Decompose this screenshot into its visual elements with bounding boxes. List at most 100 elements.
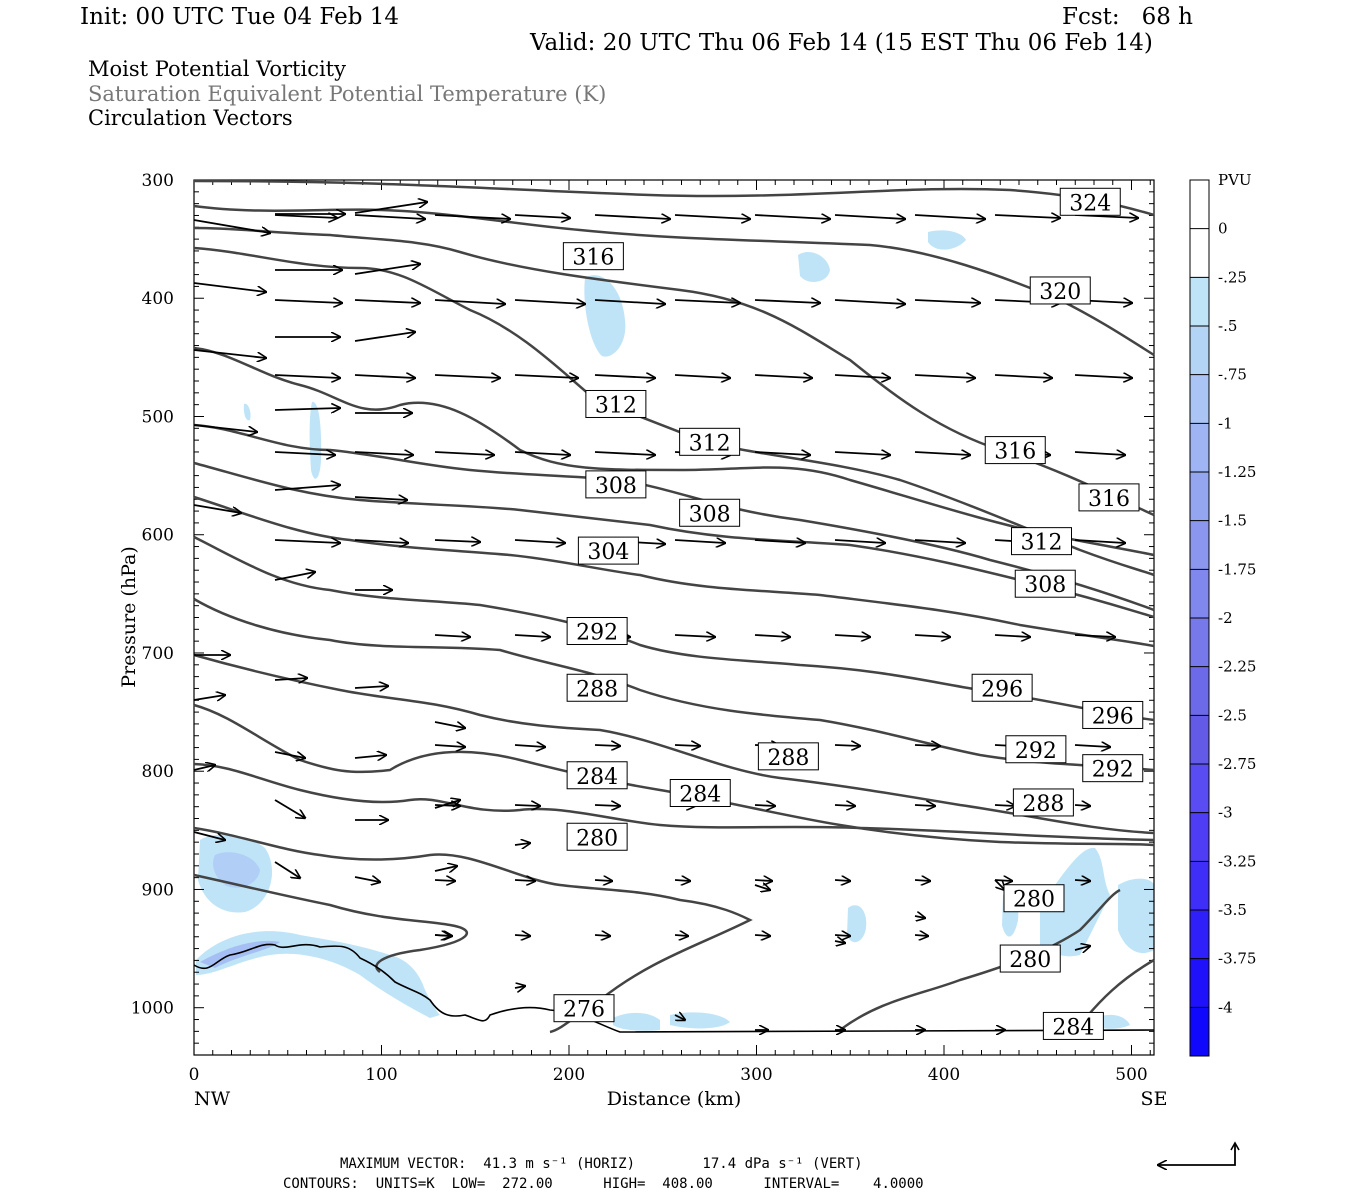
circulation-vector (754, 215, 830, 219)
circulation-vector (594, 745, 620, 746)
theta-contour-2 (193, 226, 1155, 517)
circulation-vector (754, 452, 810, 455)
circulation-vector (274, 375, 340, 378)
circulation-vector (674, 745, 700, 746)
contour-label: 296 (1092, 704, 1134, 729)
circulation-vector (914, 635, 950, 637)
contour-label-box (566, 761, 628, 790)
y-tick-label: 300 (142, 171, 174, 191)
circulation-vector (594, 300, 665, 304)
circulation-vector (674, 300, 740, 303)
circulation-vector (514, 300, 585, 304)
contour-label: 308 (595, 474, 637, 499)
circulation-vector (354, 300, 420, 303)
circulation-vector (914, 745, 940, 746)
contour-label-box (971, 673, 1033, 702)
circulation-vector (274, 861, 300, 878)
pv-shading-8 (1040, 847, 1110, 957)
contour-label: 284 (679, 783, 721, 808)
theta-contour-1 (193, 204, 1155, 357)
circulation-vector (514, 375, 578, 378)
y-tick-label: 600 (142, 526, 174, 546)
valid-time: Valid: 20 UTC Thu 06 Feb 14 (15 EST Thu … (530, 30, 1153, 56)
contour-label-box (1078, 483, 1140, 512)
colorbar-label: -4 (1218, 998, 1233, 1016)
circulation-vector (594, 935, 610, 936)
reference-vector-up-head (1230, 1141, 1240, 1151)
circulation-vector (434, 745, 465, 747)
circulation-vector (274, 799, 305, 818)
colorbar-label: -.5 (1218, 317, 1237, 335)
circulation-vector (193, 219, 270, 233)
circulation-vector (354, 755, 386, 758)
max-vector-info: MAXIMUM VECTOR: 41.3 m s⁻¹ (HORIZ) 17.4 … (340, 1156, 863, 1172)
circulation-vector (274, 572, 315, 581)
y-axis-title: Pressure (hPa) (118, 546, 140, 688)
colorbar-swatch (1190, 374, 1209, 424)
colorbar-label: -3 (1218, 804, 1233, 822)
circulation-vector (434, 935, 452, 936)
contour-label: 308 (689, 502, 731, 527)
circulation-vector (274, 300, 342, 303)
contour-label-box (1042, 1011, 1104, 1040)
contour-label-box (679, 427, 741, 456)
contour-label-box (566, 673, 628, 702)
contour-label: 288 (1022, 792, 1064, 817)
circulation-vector (193, 831, 225, 840)
theta-contour-14 (193, 873, 469, 974)
circulation-vector (914, 880, 930, 881)
circulation-vector (434, 866, 457, 871)
pv-core-0 (213, 852, 260, 888)
circulation-vector (834, 880, 850, 881)
contour-label-box (585, 389, 647, 418)
circulation-vector (1074, 745, 1110, 747)
contour-label: 304 (587, 540, 629, 565)
circulation-vector (354, 264, 420, 275)
colorbar-swatch (1190, 812, 1209, 862)
circulation-vector (674, 1015, 685, 1020)
x-tick-label: 300 (740, 1065, 772, 1085)
circulation-vector (994, 375, 1052, 378)
circulation-vector (274, 751, 305, 758)
theta-contour-11 (193, 703, 1155, 847)
y-tick-label: 900 (142, 880, 174, 900)
circulation-vector (354, 452, 413, 455)
circulation-vector (354, 202, 427, 214)
contour-label: 324 (1069, 191, 1111, 216)
field-title-mpv: Moist Potential Vorticity (88, 57, 346, 81)
contour-label: 292 (576, 621, 618, 646)
circulation-vector (514, 215, 570, 218)
colorbar-swatch (1190, 910, 1209, 960)
circulation-vector (754, 540, 805, 543)
circulation-vector (354, 686, 388, 688)
colorbar-swatch (1190, 180, 1209, 230)
circulation-vector (434, 452, 494, 455)
circulation-vector (514, 635, 550, 637)
circulation-vector (514, 935, 530, 936)
colorbar-label: -2.75 (1218, 755, 1256, 773)
circulation-vector (834, 300, 905, 304)
colorbar-swatch (1190, 569, 1209, 619)
circulation-vector (274, 540, 340, 543)
circulation-vector (834, 452, 890, 455)
pv-shading-12 (670, 1012, 730, 1029)
pv-shading-5 (243, 403, 251, 421)
contour-label: 280 (1013, 888, 1055, 913)
contour-label: 288 (767, 746, 809, 771)
colorbar-swatch (1190, 958, 1209, 1008)
circulation-vector (1074, 452, 1125, 455)
contour-label-box (566, 822, 628, 851)
contour-label-box (553, 994, 615, 1023)
colorbar-swatch (1190, 472, 1209, 522)
x-tick-label: 100 (365, 1065, 397, 1085)
contour-label: 320 (1039, 280, 1081, 305)
contour-label-box (1011, 527, 1072, 556)
circulation-vector (193, 424, 257, 432)
circulation-vector (994, 880, 1012, 881)
x-axis-title: Distance (km) (607, 1088, 742, 1110)
colorbar-swatch (1190, 618, 1209, 668)
contour-label-box (562, 242, 624, 271)
circulation-vector (354, 497, 407, 500)
colorbar-swatch (1190, 326, 1209, 376)
pv-shading-9 (1118, 878, 1154, 954)
